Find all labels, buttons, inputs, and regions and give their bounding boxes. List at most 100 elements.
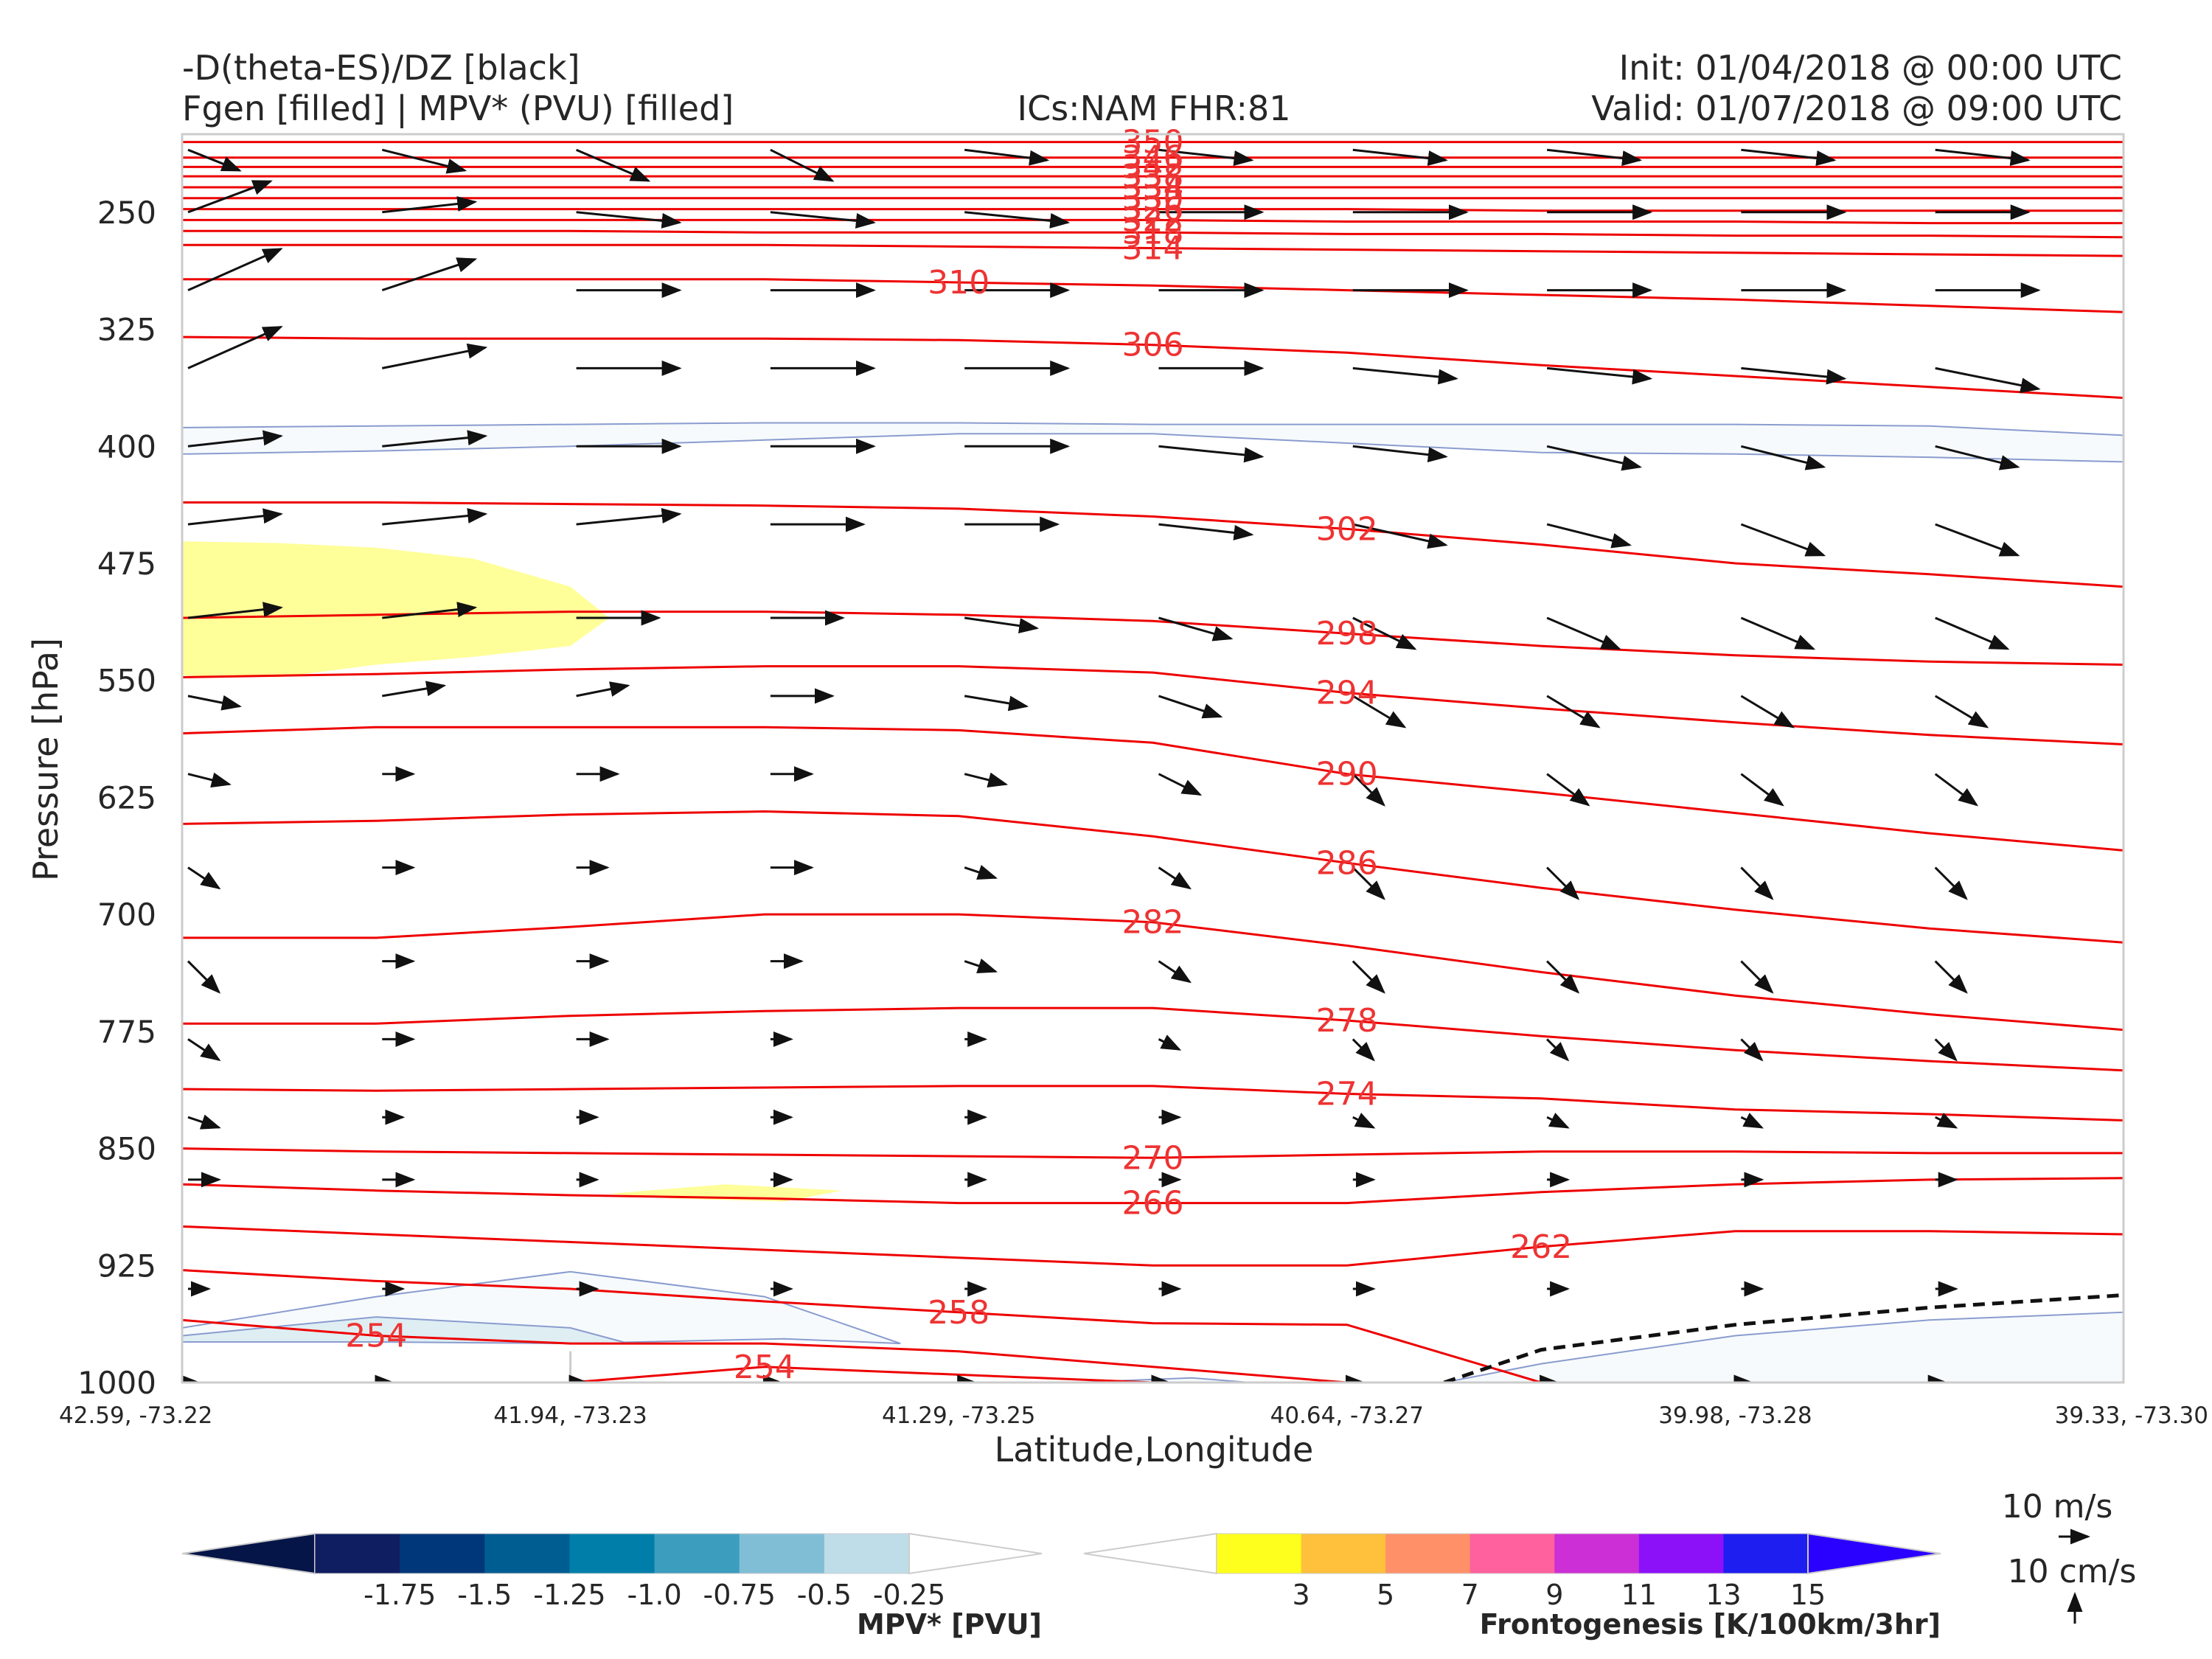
theta-contour-278 [182, 1006, 2124, 1072]
wind-vector [1934, 866, 1968, 900]
wind-vector [1546, 773, 1590, 807]
wind-vector [1740, 695, 1795, 728]
wind-vector [1934, 960, 1968, 994]
wind-vector [382, 343, 488, 369]
wind-vector [382, 508, 488, 526]
theta-label-318: 318 [1122, 214, 1184, 251]
theta-label-302: 302 [1316, 510, 1378, 548]
wind-vector [187, 248, 283, 291]
theta-contour-290 [182, 726, 2124, 852]
wind-vector [1935, 616, 2010, 650]
wind-vector [187, 772, 232, 788]
theta-label-262: 262 [1510, 1228, 1572, 1266]
y-tick-label-325: 325 [97, 312, 156, 348]
mpv-outline [314, 1533, 910, 1574]
mpv-tick-label: -0.25 [873, 1579, 945, 1611]
wind-vector [1546, 366, 1653, 385]
wind-vector [964, 772, 1009, 788]
filled-contour-layer [182, 422, 2124, 1382]
fgen-tick-label: 13 [1705, 1579, 1741, 1611]
wind-vector [187, 602, 283, 619]
theta-label-282: 282 [1122, 904, 1184, 942]
wind-vector [187, 508, 283, 526]
wind-vector [1352, 866, 1385, 900]
wind-vector [576, 211, 682, 229]
wind-vector [187, 326, 283, 369]
y-tick-label-775: 775 [97, 1014, 156, 1050]
wind-vector [382, 196, 478, 214]
wind-vector [1158, 445, 1265, 463]
x-tick-label: 39.98, -73.28 [1658, 1402, 1812, 1429]
wind-vector [576, 681, 630, 698]
theta-contour-262 [182, 1225, 2124, 1267]
wind-vector [382, 681, 447, 698]
mpv-tick-label: -1.25 [533, 1579, 605, 1611]
wind-vector [187, 695, 242, 711]
plot-frame [181, 133, 2125, 1384]
wind-vector [1741, 366, 1847, 385]
fgen-region-0 [182, 541, 610, 678]
colorbar-frontogenesis-title: Frontogenesis [K/100km/3hr] [1480, 1608, 1941, 1641]
wind-vector [1158, 1034, 1182, 1051]
wind-vector [1158, 616, 1234, 641]
y-tick-label-925: 925 [97, 1248, 156, 1284]
wind-vector [187, 148, 242, 172]
y-tick-label-700: 700 [97, 897, 156, 933]
wind-vector [1740, 773, 1784, 807]
wind-vector [1934, 1038, 1958, 1062]
theta-contour-274 [182, 1085, 2124, 1121]
title-valid-time: Valid: 01/07/2018 @ 09:00 UTC [1591, 88, 2122, 128]
wind-vector-layer [182, 148, 2041, 1382]
theta-label-266: 266 [1122, 1185, 1184, 1222]
wind-vector [1352, 366, 1458, 385]
theta-label-258: 258 [928, 1294, 990, 1332]
wind-vector [1935, 523, 2020, 557]
wind-vector [1935, 445, 2020, 470]
theta-label-274: 274 [1316, 1075, 1378, 1113]
mpv-color-block [824, 1534, 910, 1573]
theta-label-310: 310 [928, 264, 990, 302]
theta-contour-318 [182, 229, 2124, 239]
wind-vector [381, 257, 478, 292]
fgen-color-block [1554, 1534, 1640, 1573]
fgen-color-block [1723, 1534, 1809, 1573]
theta-label-314: 314 [1122, 229, 1184, 267]
wind-vector [187, 1038, 221, 1062]
theta-label-254: 254 [345, 1318, 407, 1355]
theta-contour-270 [182, 1147, 2124, 1159]
wind-vector [1546, 866, 1580, 900]
mpv-tick-label: -1.0 [627, 1579, 681, 1611]
y-tick-label-550: 550 [97, 663, 156, 699]
colorbar-mpv: -1.75 -1.5 -1.25 -1.0 -0.75 -0.5 -0.25 [181, 1532, 1043, 1611]
wind-vector [382, 602, 478, 619]
wind-vector [1546, 1038, 1570, 1062]
title-init-time: Init: 01/04/2018 @ 00:00 UTC [1619, 48, 2122, 88]
wind-vector [1352, 773, 1385, 807]
wind-vector [1158, 960, 1192, 984]
theta-contour-302 [182, 501, 2124, 588]
wind-vector [1934, 695, 1989, 728]
wind-vector [964, 148, 1050, 166]
y-tick-label-400: 400 [97, 428, 156, 465]
wind-vector [770, 211, 876, 229]
wind-vector [1935, 366, 2041, 393]
fgen-color-block [1385, 1534, 1471, 1573]
dashed-stability-contour [1443, 1293, 2124, 1382]
fgen-tick-label: 15 [1790, 1579, 1826, 1611]
wind-vector [1352, 1038, 1375, 1062]
mpv-tick-label: -0.75 [703, 1579, 776, 1611]
wind-reference-horizontal-label: 10 m/s [2002, 1488, 2113, 1526]
contour-label-layer: 254 254 258 262 266 270 274 278 282 286 290 294 298 3… [345, 124, 1572, 1386]
theta-label-254: 254 [734, 1349, 796, 1386]
wind-vector [381, 148, 467, 174]
mpv-color-block [484, 1534, 570, 1573]
fgen-outline [1216, 1533, 1809, 1574]
title-variables-line2: Fgen [filled] | MPV* (PVU) [filled] [182, 88, 734, 129]
mpv-tick-label: -1.75 [364, 1579, 436, 1611]
theta-contour-326 [182, 208, 2124, 212]
fgen-tick-label: 3 [1292, 1579, 1310, 1611]
fgen-color-block [1470, 1534, 1555, 1573]
mpv-color-block [569, 1534, 655, 1573]
fgen-color-block [1638, 1534, 1724, 1573]
wind-vector [1352, 1113, 1376, 1129]
